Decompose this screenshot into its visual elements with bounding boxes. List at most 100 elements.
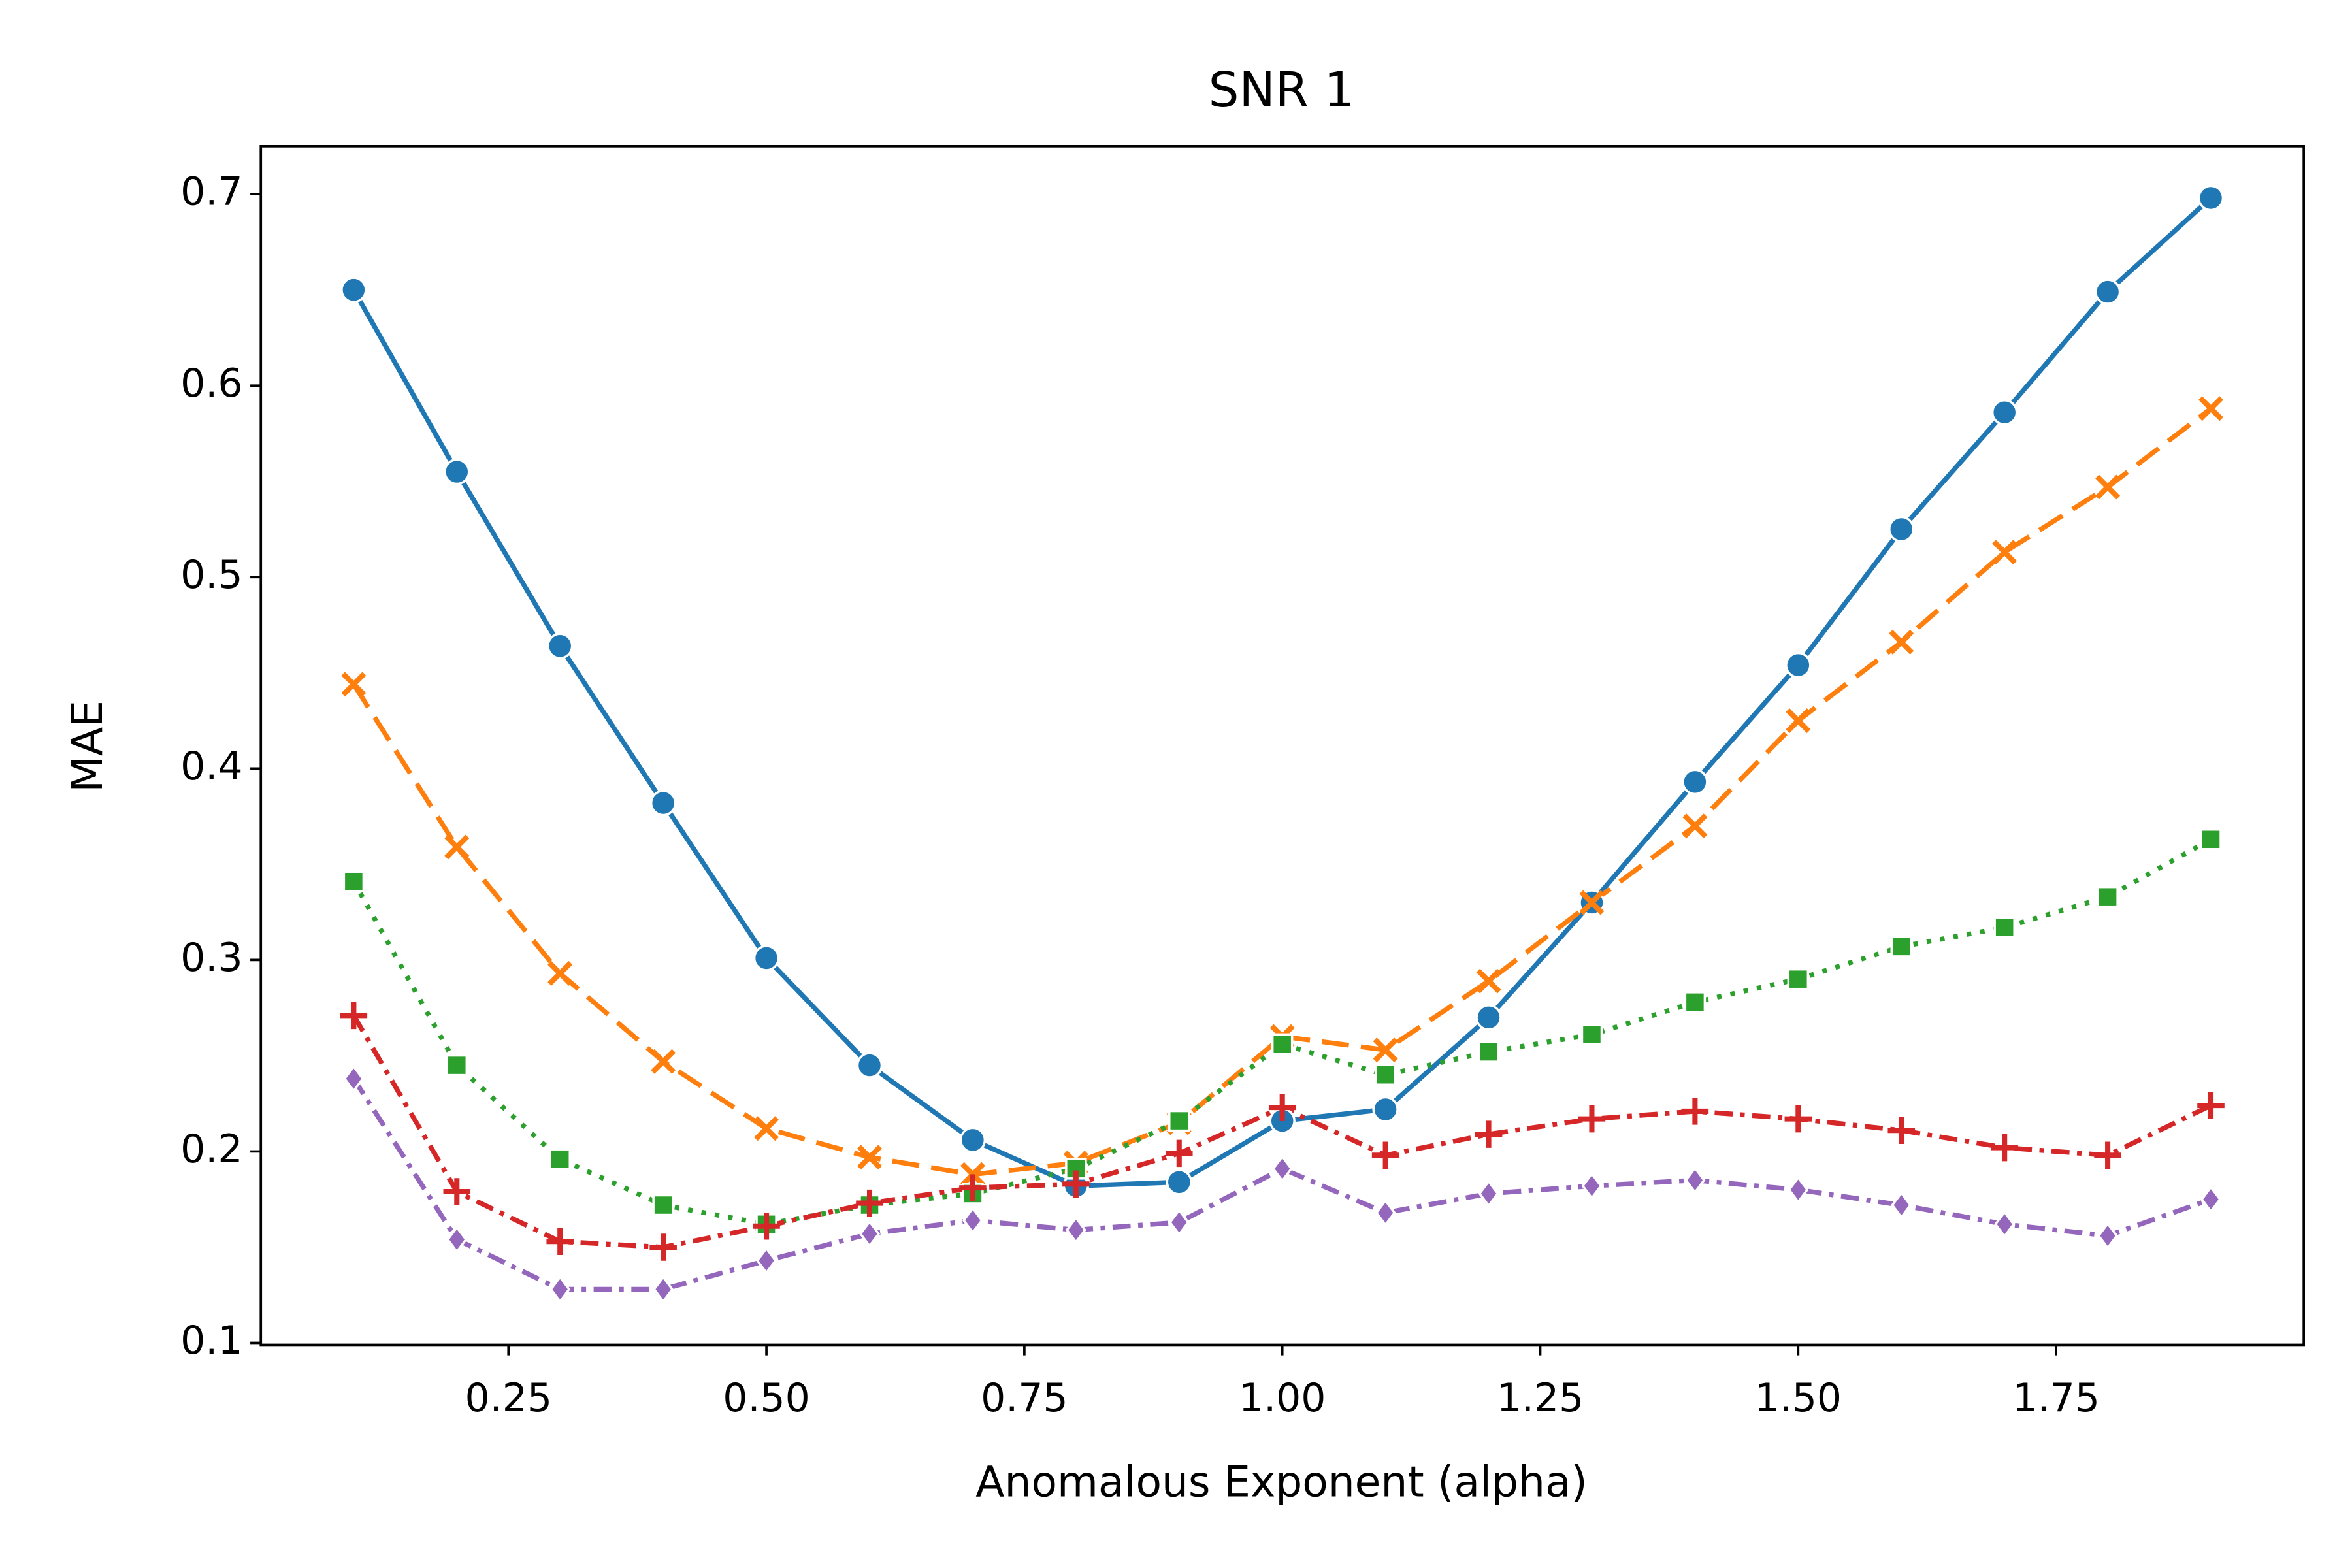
marker	[1475, 1004, 1502, 1031]
marker	[1889, 629, 1914, 655]
marker	[1478, 1179, 1499, 1208]
y-tick-label: 0.3	[180, 935, 242, 981]
marker	[1891, 1191, 1912, 1219]
marker	[754, 1116, 779, 1141]
marker	[1271, 1033, 1294, 1056]
y-tick-label: 0.1	[180, 1318, 242, 1364]
marker	[1476, 968, 1501, 994]
marker	[1993, 916, 2016, 939]
marker	[1373, 1037, 1398, 1063]
marker	[2200, 1185, 2222, 1214]
marker	[1375, 1198, 1396, 1227]
marker	[549, 1148, 571, 1170]
x-tick-label: 0.50	[723, 1375, 810, 1421]
marker	[547, 632, 574, 659]
marker	[1787, 968, 1810, 990]
marker	[340, 276, 367, 303]
marker	[1784, 1105, 1812, 1133]
marker	[1580, 1023, 1603, 1046]
marker	[1062, 1170, 1090, 1198]
marker	[549, 1275, 571, 1303]
marker	[649, 789, 677, 817]
marker	[2094, 1141, 2121, 1169]
marker	[1165, 1139, 1193, 1168]
marker	[857, 1145, 883, 1170]
marker	[653, 1275, 674, 1303]
x-axis-label: Anomalous Exponent (alpha)	[975, 1458, 1587, 1507]
marker	[959, 1126, 987, 1154]
y-tick-label: 0.4	[180, 743, 242, 789]
marker	[1271, 1154, 1293, 1183]
marker	[1890, 936, 1912, 958]
marker	[2198, 396, 2224, 421]
marker	[547, 960, 573, 986]
marker	[1371, 1141, 1399, 1169]
x-tick-label: 1.25	[1497, 1375, 1584, 1421]
marker	[1578, 1105, 1606, 1133]
marker	[1681, 1098, 1709, 1125]
marker	[1991, 399, 2018, 426]
x-tick-label: 0.75	[981, 1375, 1068, 1421]
marker	[1168, 1208, 1190, 1237]
marker	[443, 1178, 471, 1205]
marker	[2097, 1222, 2119, 1250]
marker	[1788, 1175, 1809, 1204]
marker	[1374, 1064, 1397, 1086]
chart-title: SNR 1	[1209, 62, 1355, 118]
marker	[858, 1220, 881, 1248]
marker	[753, 1212, 780, 1240]
plot-frame	[259, 144, 2305, 1347]
marker	[1887, 1117, 1916, 1144]
marker	[2095, 474, 2121, 500]
x-tick-label: 1.50	[1755, 1375, 1842, 1421]
marker	[2197, 184, 2225, 212]
x-tick-label: 0.25	[465, 1375, 552, 1421]
marker	[1682, 768, 1708, 796]
x-tick-label: 1.75	[2012, 1375, 2100, 1421]
marker	[1579, 890, 1605, 915]
marker	[1475, 1120, 1503, 1148]
y-axis-label: MAE	[63, 700, 112, 792]
y-tick-label: 0.2	[180, 1126, 242, 1172]
marker	[1684, 991, 1707, 1013]
marker	[343, 1064, 365, 1093]
marker	[1065, 1216, 1086, 1244]
marker	[1372, 1096, 1399, 1123]
marker	[1581, 1171, 1603, 1200]
marker	[446, 1225, 468, 1254]
marker	[444, 834, 470, 860]
y-tick-label: 0.6	[180, 361, 242, 406]
marker	[340, 1002, 368, 1030]
marker	[753, 945, 780, 972]
marker	[1166, 1169, 1192, 1196]
marker	[444, 458, 470, 485]
marker	[446, 1054, 468, 1077]
marker	[756, 1247, 777, 1275]
marker	[1786, 708, 1811, 734]
marker	[1785, 651, 1812, 679]
y-tick-label: 0.5	[180, 552, 242, 598]
marker	[1168, 1109, 1190, 1132]
marker	[651, 1049, 676, 1074]
marker	[341, 672, 367, 697]
y-tick-label: 0.7	[180, 169, 242, 215]
x-tick-label: 1.00	[1239, 1375, 1326, 1421]
marker	[546, 1228, 574, 1255]
marker	[2197, 1092, 2225, 1119]
marker	[1477, 1041, 1500, 1063]
marker	[649, 1233, 677, 1261]
marker	[962, 1206, 983, 1235]
marker	[1682, 813, 1708, 839]
marker	[856, 1189, 883, 1217]
marker	[959, 1174, 987, 1201]
marker	[2200, 828, 2222, 851]
marker	[1994, 1210, 2016, 1239]
marker	[1684, 1166, 1706, 1194]
marker	[1991, 1134, 2018, 1162]
marker	[342, 870, 365, 892]
marker	[1992, 540, 2017, 565]
marker	[2097, 885, 2119, 908]
